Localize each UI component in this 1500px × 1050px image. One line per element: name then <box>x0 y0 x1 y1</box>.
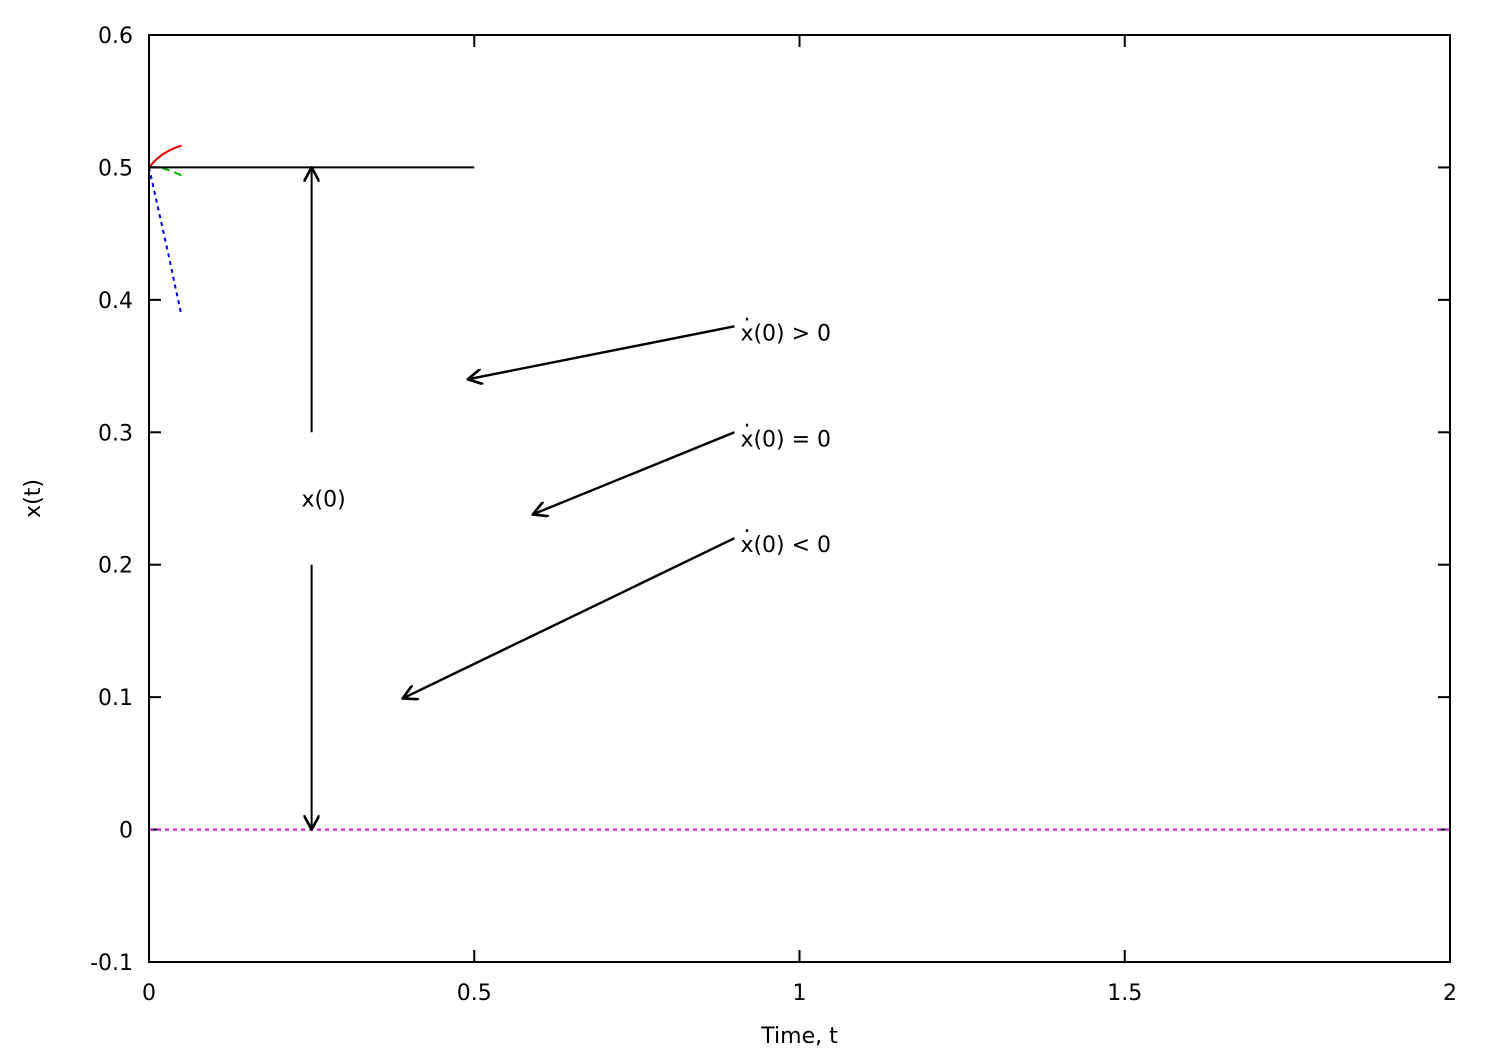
derivative-dot: . <box>743 301 750 326</box>
derivative-dot: . <box>743 407 750 432</box>
annotation-label: x(0) = 0 <box>740 427 831 452</box>
annotation-arrow <box>533 431 735 514</box>
plot-frame <box>148 34 1451 963</box>
x-tick-label: 1 <box>793 981 807 1006</box>
y-tick-label: 0.1 <box>98 686 133 711</box>
x-tick-label: 0.5 <box>457 981 492 1006</box>
y-tick-label: 0.2 <box>98 554 133 579</box>
y-tick-label: 0.5 <box>98 156 133 181</box>
annotation-label: x(0) > 0 <box>740 321 831 346</box>
annotation-arrow <box>403 537 735 698</box>
x-tick-label: 0 <box>142 981 156 1006</box>
y-tick-label: -0.1 <box>90 951 133 976</box>
x-tick-label: 2 <box>1443 981 1457 1006</box>
annotation-layer: x(0)x(0) > 0.x(0) = 0.x(0) < 0. <box>302 167 831 829</box>
y-axis-label: x(t) <box>21 479 46 518</box>
derivative-dot: . <box>743 513 750 538</box>
y-tick-label: 0.3 <box>98 421 133 446</box>
dimension-label: x(0) <box>302 488 346 513</box>
y-tick-label: 0 <box>119 819 133 844</box>
series-line <box>148 144 182 169</box>
series-line <box>148 166 182 177</box>
series-line <box>148 167 183 316</box>
y-tick-label: 0.6 <box>98 24 133 49</box>
x-axis-label: Time, t <box>760 1024 838 1049</box>
tick-labels: 0 0.5 1 1.5 2 -0.1 0 0.1 0.2 0.3 0.4 0.5 0.6 <box>90 24 1457 1006</box>
x-tick-label: 1.5 <box>1107 981 1142 1006</box>
y-tick-label: 0.4 <box>98 289 133 314</box>
annotation-label: x(0) < 0 <box>740 533 831 558</box>
annotation-arrow <box>468 325 735 379</box>
